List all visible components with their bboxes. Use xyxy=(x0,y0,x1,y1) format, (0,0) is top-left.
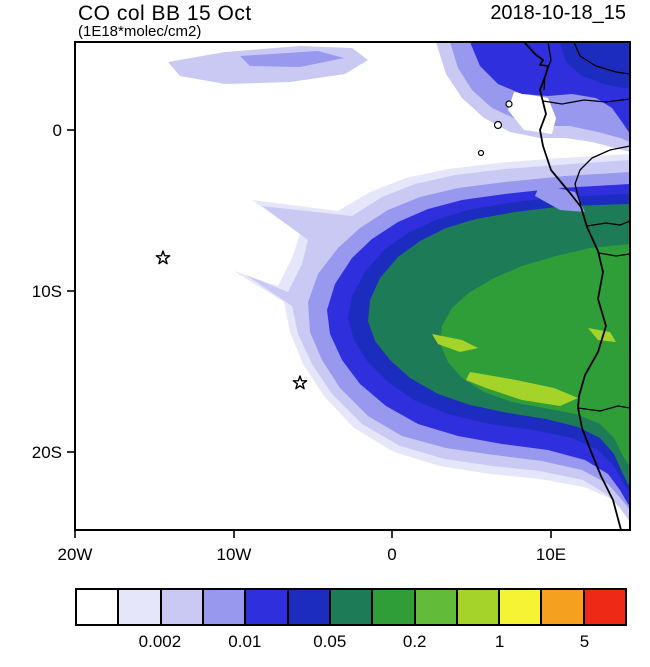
contour-field xyxy=(75,42,630,530)
colorbar-tick-label: 0.01 xyxy=(228,632,262,651)
border-line xyxy=(577,405,630,412)
star-marker xyxy=(155,250,171,265)
colorbar-cell xyxy=(540,590,583,624)
y-tick-label: 0 xyxy=(53,121,62,140)
colorbar-cell xyxy=(582,590,626,624)
colorbar-cell xyxy=(244,590,287,624)
colorbar-tick-label: 0.05 xyxy=(313,632,347,651)
colorbar-tick-label: 5 xyxy=(579,632,590,651)
contour-streak-yellowgreen xyxy=(466,372,578,406)
datetime-label: 2018-10-18_15 xyxy=(490,2,626,24)
contour-coastal-wedge xyxy=(535,184,585,212)
colorbar-cell xyxy=(77,590,118,624)
colorbar-labels: 0.002 0.01 0.05 0.2 1 5 xyxy=(75,632,627,658)
colorbar-tick-label: 0.2 xyxy=(402,632,427,651)
contour-topleft-streak-inner xyxy=(240,51,344,67)
x-tick-label: 10W xyxy=(217,545,252,564)
x-tick-label: 20W xyxy=(58,545,93,564)
colorbar-tick-label: 0.002 xyxy=(138,632,182,651)
contour-streak-yellowgreen xyxy=(588,328,616,342)
page-title: CO col BB 15 Oct xyxy=(78,2,252,25)
axis-labels: 0 10S 20S 20W 10W 0 10E xyxy=(32,121,566,564)
plot-frame xyxy=(74,41,631,531)
y-tick-label: 20S xyxy=(32,443,62,462)
colorbar-cell xyxy=(455,590,499,624)
colorbar-cell xyxy=(159,590,202,624)
x-tick-label: 10E xyxy=(536,545,566,564)
y-tick-label: 10S xyxy=(32,282,62,301)
contour-streak-yellowgreen xyxy=(432,334,478,352)
border-line xyxy=(574,145,630,207)
border-line xyxy=(598,252,630,257)
star-markers xyxy=(155,250,308,390)
island-annobon xyxy=(477,149,485,157)
island-principe xyxy=(505,100,513,108)
colorbar-cell xyxy=(498,590,541,624)
x-tick-label: 0 xyxy=(387,545,396,564)
colorbar-cell xyxy=(371,590,414,624)
colorbar-cell xyxy=(328,590,372,624)
border-line xyxy=(586,220,630,227)
colorbar xyxy=(75,588,627,626)
border-line xyxy=(573,42,630,75)
islands xyxy=(477,100,513,157)
contour-band-green xyxy=(440,244,630,466)
colorbar-cell xyxy=(286,590,329,624)
colorbar-cell xyxy=(117,590,160,624)
axis-ticks xyxy=(67,129,552,538)
star-marker xyxy=(292,375,308,390)
map-plot: 0 10S 20S 20W 10W 0 10E xyxy=(32,41,631,564)
country-borders xyxy=(542,42,630,412)
units-label: (1E18*molec/cm2) xyxy=(78,23,202,40)
colorbar-cell xyxy=(413,590,456,624)
colorbar-wrap: 0.002 0.01 0.05 0.2 1 5 xyxy=(75,588,627,658)
border-line xyxy=(542,98,630,105)
colorbar-cell xyxy=(201,590,245,624)
island-sao-tome xyxy=(493,120,503,130)
colorbar-tick-label: 1 xyxy=(494,632,505,651)
border-line xyxy=(543,42,552,91)
